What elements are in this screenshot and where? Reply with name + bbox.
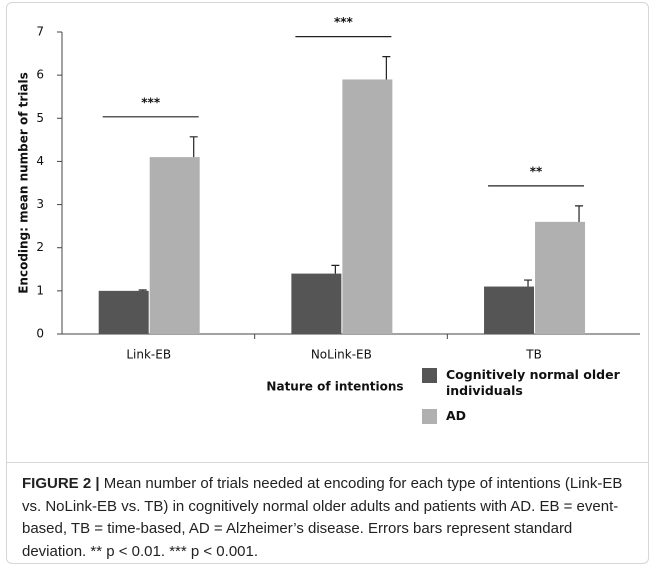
y-tick-label: 6 (36, 68, 44, 82)
y-tick-label: 1 (36, 283, 44, 297)
y-tick-label: 3 (36, 197, 44, 211)
x-tick-label: TB (525, 348, 542, 362)
caption-text: Mean number of trials needed at encoding… (22, 475, 623, 560)
caption: FIGURE 2 | Mean number of trials needed … (6, 462, 649, 563)
legend-label: AD (446, 408, 467, 423)
y-tick-label: 7 (36, 25, 44, 39)
x-tick-label: NoLink-EB (311, 348, 372, 362)
bar (291, 273, 342, 334)
y-axis-title: Encoding: mean number of trials (17, 72, 31, 294)
significance-label: *** (334, 15, 354, 29)
error-bar (331, 264, 340, 274)
chart: 0 1 2 3 4 5 6 7 Encoding: mean number of trials N… (17, 15, 640, 394)
y-tick-label: 4 (36, 154, 44, 168)
bar (342, 79, 393, 334)
frame (6, 2, 649, 564)
caption-label: FIGURE 2 | (22, 475, 100, 492)
x-axis-title: Nature of intentions (266, 380, 403, 394)
legend-swatch (422, 368, 437, 383)
error-bar (524, 279, 533, 287)
error-bar (138, 289, 147, 291)
y-tick-label: 5 (36, 111, 44, 125)
bar (535, 221, 586, 334)
bar (98, 290, 149, 334)
bar (484, 286, 535, 334)
y-tick-label: 0 (36, 327, 44, 341)
legend-label: Cognitively normal older individuals (446, 367, 620, 398)
error-bar (575, 205, 584, 222)
legend-swatch (422, 409, 437, 424)
significance-label: *** (141, 95, 161, 109)
y-tick-label: 2 (36, 240, 44, 254)
error-bar (189, 136, 198, 158)
error-bar (382, 55, 391, 80)
bar (149, 157, 200, 334)
x-tick-label: Link-EB (126, 348, 171, 362)
significance-label: ** (530, 164, 543, 178)
